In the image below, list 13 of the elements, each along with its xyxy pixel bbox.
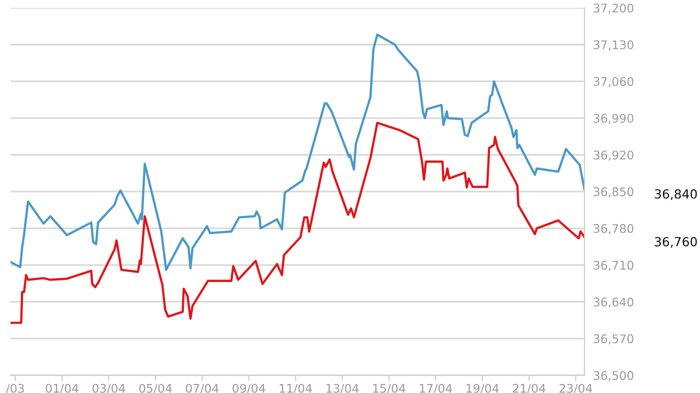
y-tick-label: 36,920 — [594, 150, 634, 161]
y-tick-label: 36,640 — [594, 298, 634, 308]
y-tick-label: 37,130 — [594, 40, 634, 50]
text: 36,840 — [654, 189, 697, 200]
y-tick-label: 37,200 — [594, 4, 634, 14]
y-tick-label: 36,780 — [594, 224, 634, 234]
y-tick-label: 36,500 — [594, 371, 634, 382]
y-tick-label: 36,570 — [594, 334, 634, 344]
y-tick-label: 36,850 — [594, 187, 634, 198]
text: 36,760 — [654, 236, 697, 248]
y-tick-label: 37,060 — [594, 77, 634, 88]
y-tick-label: 36,990 — [594, 114, 634, 124]
y-tick-label: 36,710 — [594, 260, 634, 271]
